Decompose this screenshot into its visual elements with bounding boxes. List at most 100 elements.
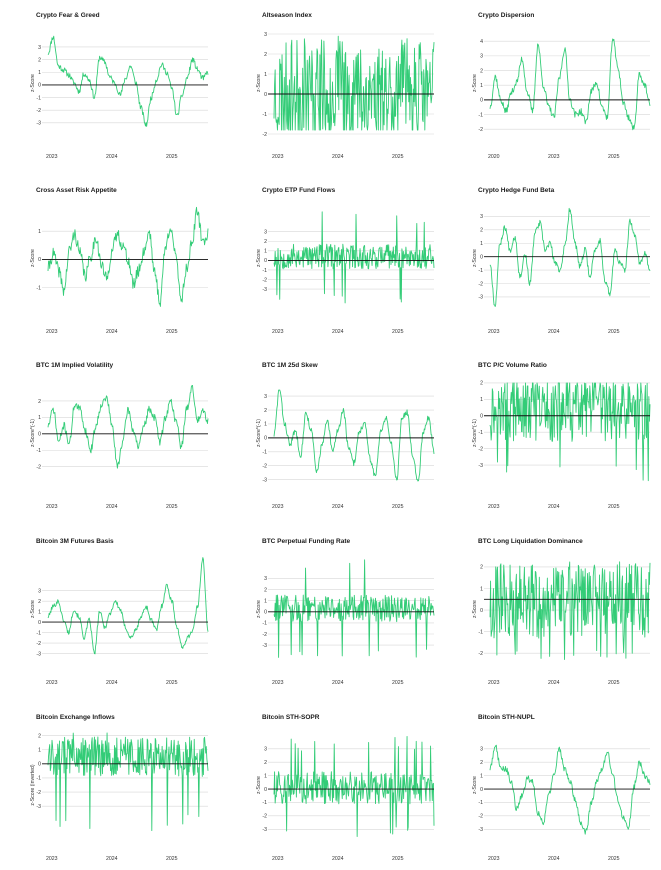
y-tick-label: 1 xyxy=(38,70,41,76)
chart-panel: Bitcoin STH-NUPL -3 -2 -1 0 1 2 3 z-Score 2023 202… xyxy=(472,710,661,870)
line-chart: -3 -2 -1 0 1 2 3 z-Score*(-1) 2023 2024 2025 xyxy=(256,389,435,510)
x-tick-label: 2025 xyxy=(608,856,620,862)
y-tick-label: 3 xyxy=(480,54,483,60)
x-tick-label: 2023 xyxy=(488,329,500,335)
series-line xyxy=(273,211,435,304)
y-tick-label: -3 xyxy=(262,643,267,649)
y-axis-label: z-Score xyxy=(256,776,262,794)
y-tick-label: -1 xyxy=(36,630,41,636)
y-tick-label: 1 xyxy=(480,397,483,403)
y-tick-label: 3 xyxy=(264,747,267,753)
chart-title: Altseason Index xyxy=(262,12,312,19)
y-tick-label: 3 xyxy=(480,747,483,753)
y-tick-label: -3 xyxy=(262,827,267,833)
series-line xyxy=(47,732,209,832)
y-tick-label: 1 xyxy=(264,72,267,78)
y-tick-label: -2 xyxy=(478,281,483,287)
series-line xyxy=(489,207,651,307)
chart-panel: Altseason Index -2 -1 0 1 2 3 z-Score 2023 2024 20… xyxy=(256,8,461,168)
x-tick-label: 2025 xyxy=(166,504,178,510)
x-tick-label: 2023 xyxy=(488,856,500,862)
line-chart: -3 -2 -1 0 1 2 z-Score (inverted) 2023 2024 2025 xyxy=(30,732,209,862)
chart-panel: Crypto Hedge Fund Beta -3 -2 -1 0 1 2 3 z-Score 2… xyxy=(472,183,661,343)
x-tick-label: 2024 xyxy=(548,680,560,686)
x-tick-label: 2024 xyxy=(332,154,344,160)
y-tick-label: -1 xyxy=(262,621,267,627)
y-tick-label: 2 xyxy=(38,399,41,405)
y-tick-label: 2 xyxy=(480,228,483,234)
y-tick-label: -1 xyxy=(478,268,483,274)
y-tick-label: -1 xyxy=(36,776,41,782)
x-tick-label: 2024 xyxy=(548,504,560,510)
x-tick-label: 2025 xyxy=(166,154,178,160)
y-axis-label: z-Score xyxy=(472,600,478,618)
y-tick-label: -2 xyxy=(262,814,267,820)
y-tick-label: 0 xyxy=(264,258,267,264)
y-tick-label: -3 xyxy=(36,121,41,127)
y-tick-label: 2 xyxy=(38,733,41,739)
y-tick-label: -1 xyxy=(478,800,483,806)
x-tick-label: 2023 xyxy=(272,680,284,686)
x-tick-label: 2023 xyxy=(488,504,500,510)
y-tick-label: 1 xyxy=(480,586,483,592)
y-tick-label: 2 xyxy=(264,52,267,58)
y-axis-label: z-Score xyxy=(256,600,262,618)
chart-title: Cross Asset Risk Appetite xyxy=(36,187,117,194)
y-tick-label: 0 xyxy=(38,762,41,768)
y-axis-label: z-Score xyxy=(472,776,478,794)
y-tick-label: -1 xyxy=(262,450,267,456)
series-line xyxy=(273,736,435,837)
y-tick-label: 2 xyxy=(480,565,483,571)
y-tick-label: 1 xyxy=(480,773,483,779)
y-tick-label: 1 xyxy=(264,422,267,428)
chart-panel: Bitcoin 3M Futures Basis -3 -2 -1 0 1 2 3 z-Scor… xyxy=(30,534,235,694)
chart-title: Bitcoin STH-SOPR xyxy=(262,714,320,721)
y-tick-label: -3 xyxy=(262,477,267,483)
x-tick-label: 2023 xyxy=(272,856,284,862)
y-tick-label: 0 xyxy=(38,83,41,89)
line-chart: -2 -1 0 1 2 z-Score 2023 2024 2025 xyxy=(472,561,651,686)
x-tick-label: 2025 xyxy=(392,504,404,510)
series-line xyxy=(489,744,651,835)
chart-title: Bitcoin 3M Futures Basis xyxy=(36,538,114,545)
y-tick-label: 3 xyxy=(264,229,267,235)
y-tick-label: 4 xyxy=(480,39,483,45)
y-tick-label: -1 xyxy=(36,285,41,291)
y-tick-label: 1 xyxy=(264,249,267,255)
chart-panel: Crypto Dispersion -2 -1 0 1 2 3 4 z-Score 2020 202… xyxy=(472,8,661,168)
x-tick-label: 2025 xyxy=(392,154,404,160)
x-tick-label: 2025 xyxy=(166,329,178,335)
y-tick-label: 1 xyxy=(480,83,483,89)
x-tick-label: 2023 xyxy=(46,856,58,862)
y-tick-label: -1 xyxy=(478,112,483,118)
y-tick-label: 3 xyxy=(264,394,267,400)
y-tick-label: -1 xyxy=(36,95,41,101)
x-tick-label: 2025 xyxy=(608,680,620,686)
x-tick-label: 2025 xyxy=(166,680,178,686)
x-tick-label: 2023 xyxy=(272,154,284,160)
y-tick-label: -2 xyxy=(36,790,41,796)
chart-panel: BTC Long Liquidation Dominance -2 -1 0 1 2 z-S… xyxy=(472,534,661,694)
y-tick-label: -1 xyxy=(262,800,267,806)
y-tick-label: -3 xyxy=(478,827,483,833)
y-tick-label: 2 xyxy=(264,587,267,593)
x-tick-label: 2025 xyxy=(608,154,620,160)
chart-title: BTC Perpetual Funding Rate xyxy=(262,538,351,545)
y-tick-label: 0 xyxy=(480,98,483,104)
x-tick-label: 2025 xyxy=(392,856,404,862)
y-axis-label: z-Score xyxy=(30,249,36,267)
x-tick-label: 2024 xyxy=(332,680,344,686)
series-line xyxy=(47,557,209,655)
x-tick-label: 2024 xyxy=(332,329,344,335)
y-tick-label: 0 xyxy=(264,92,267,98)
chart-title: BTC Long Liquidation Dominance xyxy=(478,538,583,545)
y-tick-label: -1 xyxy=(36,448,41,454)
x-tick-label: 2023 xyxy=(548,154,560,160)
series-line xyxy=(489,38,651,131)
x-tick-label: 2024 xyxy=(548,856,560,862)
y-tick-label: -2 xyxy=(36,108,41,114)
